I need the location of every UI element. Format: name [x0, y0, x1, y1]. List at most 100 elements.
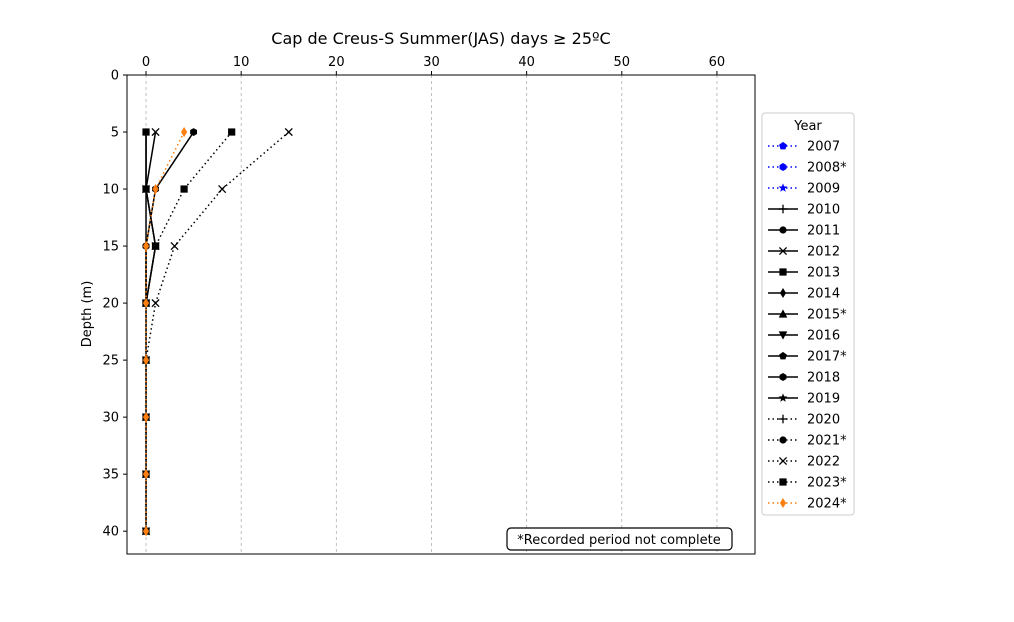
data-point	[151, 299, 160, 308]
y-tick-label: 15	[102, 240, 119, 255]
legend-label: 2012	[807, 245, 840, 260]
y-tick-label: 40	[102, 525, 119, 540]
legend-label: 2022	[807, 455, 840, 470]
legend-label: 2009	[807, 182, 840, 197]
legend-label: 2017*	[807, 350, 847, 365]
legend-entry: 2019	[768, 392, 840, 407]
legend-entry: 2008*	[768, 161, 847, 176]
legend-label: 2007	[807, 140, 840, 155]
legend-marker	[779, 351, 787, 360]
legend-label: 2013	[807, 266, 840, 281]
y-axis-ticks: 0 5 10 15 20 25 30 35 40	[102, 69, 127, 540]
x-tick-label: 0	[142, 55, 150, 70]
x-tick-label: 50	[614, 55, 631, 70]
series-line	[145, 131, 290, 532]
legend-entry: 2015*	[768, 308, 847, 323]
x-tick-label: 10	[233, 55, 250, 70]
legend-marker	[778, 309, 788, 318]
legend-marker	[779, 268, 787, 276]
legend-label: 2018	[807, 371, 840, 386]
x-axis-ticks: 0 10 20 30 40 50 60	[142, 55, 725, 75]
legend-entry: 2016	[768, 329, 840, 344]
series-line	[145, 131, 185, 532]
legend-marker	[779, 478, 787, 486]
legend-entry: 2021*	[768, 434, 847, 449]
annotation-box: *Recorded period not complete	[506, 527, 733, 551]
data-point	[151, 242, 160, 250]
chart-title: Cap de Creus-S Summer(JAS) days ≥ 25ºC	[271, 29, 610, 48]
legend-label: 2015*	[807, 308, 847, 323]
data-point	[142, 185, 150, 193]
y-tick-label: 10	[102, 183, 119, 198]
data-point	[142, 128, 150, 136]
data-point	[142, 298, 150, 309]
legend-marker	[779, 287, 787, 299]
x-tick-label: 40	[518, 55, 535, 70]
legend-entry: 2023*	[768, 476, 847, 491]
data-point	[218, 184, 227, 194]
legend-entry: 2011	[768, 224, 840, 239]
legend-marker	[779, 436, 787, 444]
legend-marker	[778, 331, 788, 340]
legend-label: 2014	[807, 287, 840, 302]
legend-entry: 2012	[768, 245, 840, 260]
legend-marker	[778, 414, 788, 424]
legend-label: 2023*	[807, 476, 847, 491]
y-axis-label: Depth (m)	[80, 281, 95, 348]
legend-label: 2010	[807, 203, 840, 218]
legend-label: 2021*	[807, 434, 847, 449]
data-point	[142, 412, 150, 423]
series-2024-partial	[142, 126, 188, 537]
y-tick-label: 0	[111, 69, 119, 84]
legend-entry: 2017*	[768, 350, 847, 365]
legend-marker	[778, 183, 788, 192]
y-tick-label: 20	[102, 297, 119, 312]
legend-marker	[779, 497, 787, 509]
data-point	[142, 241, 150, 252]
legend-marker	[778, 246, 788, 256]
legend-label: 2019	[807, 392, 840, 407]
legend-entry: 2013	[768, 266, 840, 281]
legend-label: 2016	[807, 329, 840, 344]
series-layer	[141, 126, 293, 537]
plot-frame	[126, 74, 756, 555]
x-tick-label: 60	[709, 55, 726, 70]
data-point	[142, 355, 150, 366]
legend-label: 2024*	[807, 497, 847, 512]
data-point	[142, 469, 150, 480]
y-tick-label: 5	[111, 126, 119, 141]
legend-label: 2020	[807, 413, 840, 428]
legend-marker	[779, 141, 787, 150]
legend-entry: 2022	[768, 455, 840, 470]
x-tick-label: 20	[328, 55, 345, 70]
legend-frame	[761, 112, 855, 516]
data-point	[190, 128, 198, 136]
legend-marker	[779, 373, 787, 381]
legend-entry: 2010	[768, 203, 840, 218]
legend-marker	[778, 204, 788, 214]
y-tick-label: 30	[102, 411, 119, 426]
y-tick-label: 25	[102, 354, 119, 369]
legend-entry: 2007	[768, 140, 840, 155]
legend-entry: 2009	[768, 182, 840, 197]
legend: Year 2007 2008* 2009 2010 2011 2012 2013 2014 20…	[761, 112, 855, 516]
legend-marker	[779, 226, 787, 234]
legend-label: 2008*	[807, 161, 847, 176]
annotation-frame	[506, 527, 733, 551]
data-point	[170, 242, 179, 251]
data-point	[228, 128, 236, 136]
legend-marker	[779, 163, 787, 171]
annotation-text: *Recorded period not complete	[517, 533, 721, 548]
legend-title: Year	[793, 119, 822, 134]
x-tick-label: 30	[423, 55, 440, 70]
data-point	[180, 185, 188, 193]
data-point	[152, 184, 159, 195]
legend-entry: 2018	[768, 371, 840, 386]
legend-entry: 2020	[768, 413, 840, 428]
legend-marker	[778, 393, 788, 402]
legend-entry: 2014	[768, 287, 840, 302]
legend-label: 2011	[807, 224, 840, 239]
